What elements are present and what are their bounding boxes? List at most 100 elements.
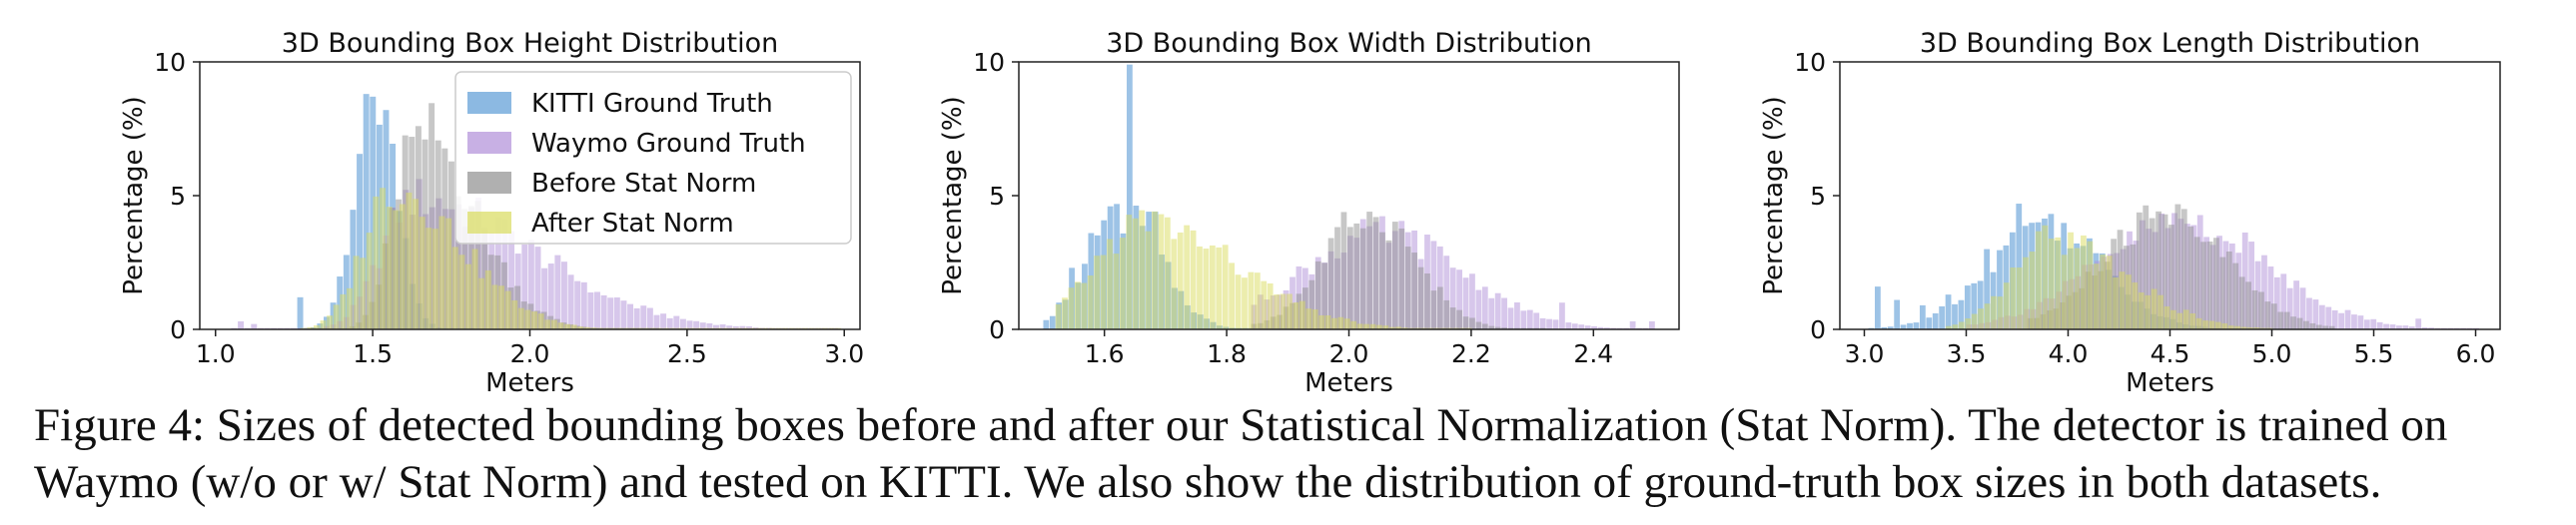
- bar-kitti: [1913, 322, 1920, 329]
- bar-after: [1145, 231, 1152, 329]
- bar-kitti: [1984, 249, 1991, 329]
- bar-waymo: [627, 303, 634, 329]
- bar-waymo: [2286, 287, 2293, 329]
- bar-kitti: [383, 110, 390, 330]
- x-axis-label: Meters: [1304, 368, 1393, 398]
- bar-after: [419, 217, 426, 329]
- bar-after: [1395, 326, 1402, 329]
- x-tick-label: 2.0: [510, 339, 550, 368]
- x-tick-label: 3.0: [1845, 339, 1885, 368]
- bar-before: [1308, 279, 1315, 329]
- bar-waymo: [2203, 237, 2210, 329]
- bar-before: [2168, 225, 2174, 329]
- bar-kitti: [1049, 315, 1056, 329]
- bar-after: [1958, 321, 1965, 329]
- bar-after: [2003, 282, 2010, 329]
- bar-after: [2195, 317, 2202, 329]
- bar-after: [307, 326, 314, 329]
- bar-after: [1324, 314, 1331, 329]
- bar-after: [1203, 249, 1210, 329]
- y-tick-label: 0: [1810, 315, 1826, 344]
- bar-waymo: [594, 291, 600, 329]
- bar-before: [2143, 205, 2149, 329]
- bar-waymo: [746, 326, 753, 329]
- bar-waymo: [1578, 324, 1585, 329]
- bar-after: [2074, 248, 2081, 329]
- bar-after: [406, 192, 413, 329]
- bar-waymo: [534, 247, 541, 329]
- bar-after: [413, 199, 420, 329]
- bar-waymo: [2318, 304, 2325, 329]
- bar-kitti: [337, 276, 344, 329]
- bar-before: [2290, 316, 2296, 329]
- bar-waymo: [739, 325, 746, 329]
- bar-waymo: [2171, 213, 2177, 329]
- bar-kitti: [343, 255, 350, 329]
- bar-before: [1270, 316, 1277, 329]
- bar-waymo: [2331, 309, 2338, 329]
- bar-after: [458, 255, 465, 329]
- bar-waymo: [633, 307, 640, 329]
- bar-after: [1292, 301, 1299, 329]
- bar-before: [1264, 319, 1271, 329]
- legend-label-kitti: KITTI Ground Truth: [531, 89, 773, 119]
- bar-after: [1209, 245, 1216, 329]
- bar-after: [1978, 308, 1984, 329]
- bar-waymo: [587, 292, 594, 329]
- bar-after: [1311, 309, 1318, 329]
- bar-waymo: [2183, 224, 2190, 329]
- bar-before: [1379, 232, 1385, 329]
- bar-after: [2023, 257, 2029, 329]
- bar-waymo: [765, 327, 772, 329]
- bar-kitti: [1926, 317, 1933, 329]
- bar-after: [1184, 225, 1191, 329]
- bar-waymo: [2190, 225, 2197, 329]
- bar-after: [1350, 320, 1357, 329]
- bar-waymo: [2140, 220, 2146, 329]
- bar-after: [2119, 271, 2126, 329]
- bar-waymo: [2363, 319, 2370, 329]
- bar-after: [431, 229, 438, 329]
- x-tick-label: 1.8: [1207, 339, 1247, 368]
- bar-waymo: [370, 264, 377, 329]
- bar-before: [2328, 325, 2335, 329]
- bar-waymo: [646, 307, 653, 329]
- bar-before: [1321, 262, 1328, 329]
- bar-after: [2016, 267, 2023, 329]
- bar-waymo: [2177, 219, 2184, 329]
- bar-waymo: [2421, 327, 2428, 329]
- bar-waymo: [1270, 295, 1277, 329]
- bar-waymo: [521, 244, 528, 329]
- bar-after: [333, 304, 340, 329]
- bar-waymo: [713, 324, 719, 329]
- bar-before: [2238, 276, 2245, 329]
- bar-before: [2174, 204, 2181, 329]
- bar-before: [2225, 252, 2232, 329]
- bar-after: [1318, 314, 1324, 329]
- bar-after: [2106, 256, 2113, 329]
- bar-after: [517, 307, 524, 329]
- bar-before: [2213, 238, 2219, 329]
- x-tick-label: 1.5: [353, 339, 393, 368]
- bar-before: [1353, 223, 1360, 329]
- bar-after: [1363, 323, 1369, 329]
- bar-waymo: [508, 231, 515, 329]
- bar-before: [2200, 242, 2206, 329]
- bar-waymo: [640, 305, 647, 329]
- bar-waymo: [2306, 297, 2312, 329]
- bar-waymo: [693, 320, 700, 329]
- bar-after: [2100, 255, 2107, 329]
- bar-after: [2227, 325, 2234, 329]
- bar-after: [353, 256, 360, 329]
- bar-after: [1305, 308, 1312, 329]
- bar-before: [1462, 316, 1469, 329]
- bar-after: [484, 269, 491, 329]
- x-tick-label: 2.5: [667, 339, 707, 368]
- bar-after: [1388, 326, 1395, 329]
- bar-after: [2240, 326, 2247, 329]
- bar-before: [1289, 302, 1295, 329]
- bar-after: [1280, 293, 1287, 329]
- series-after: [1055, 210, 1472, 329]
- bar-waymo: [620, 300, 627, 329]
- legend-swatch-waymo: [467, 132, 511, 154]
